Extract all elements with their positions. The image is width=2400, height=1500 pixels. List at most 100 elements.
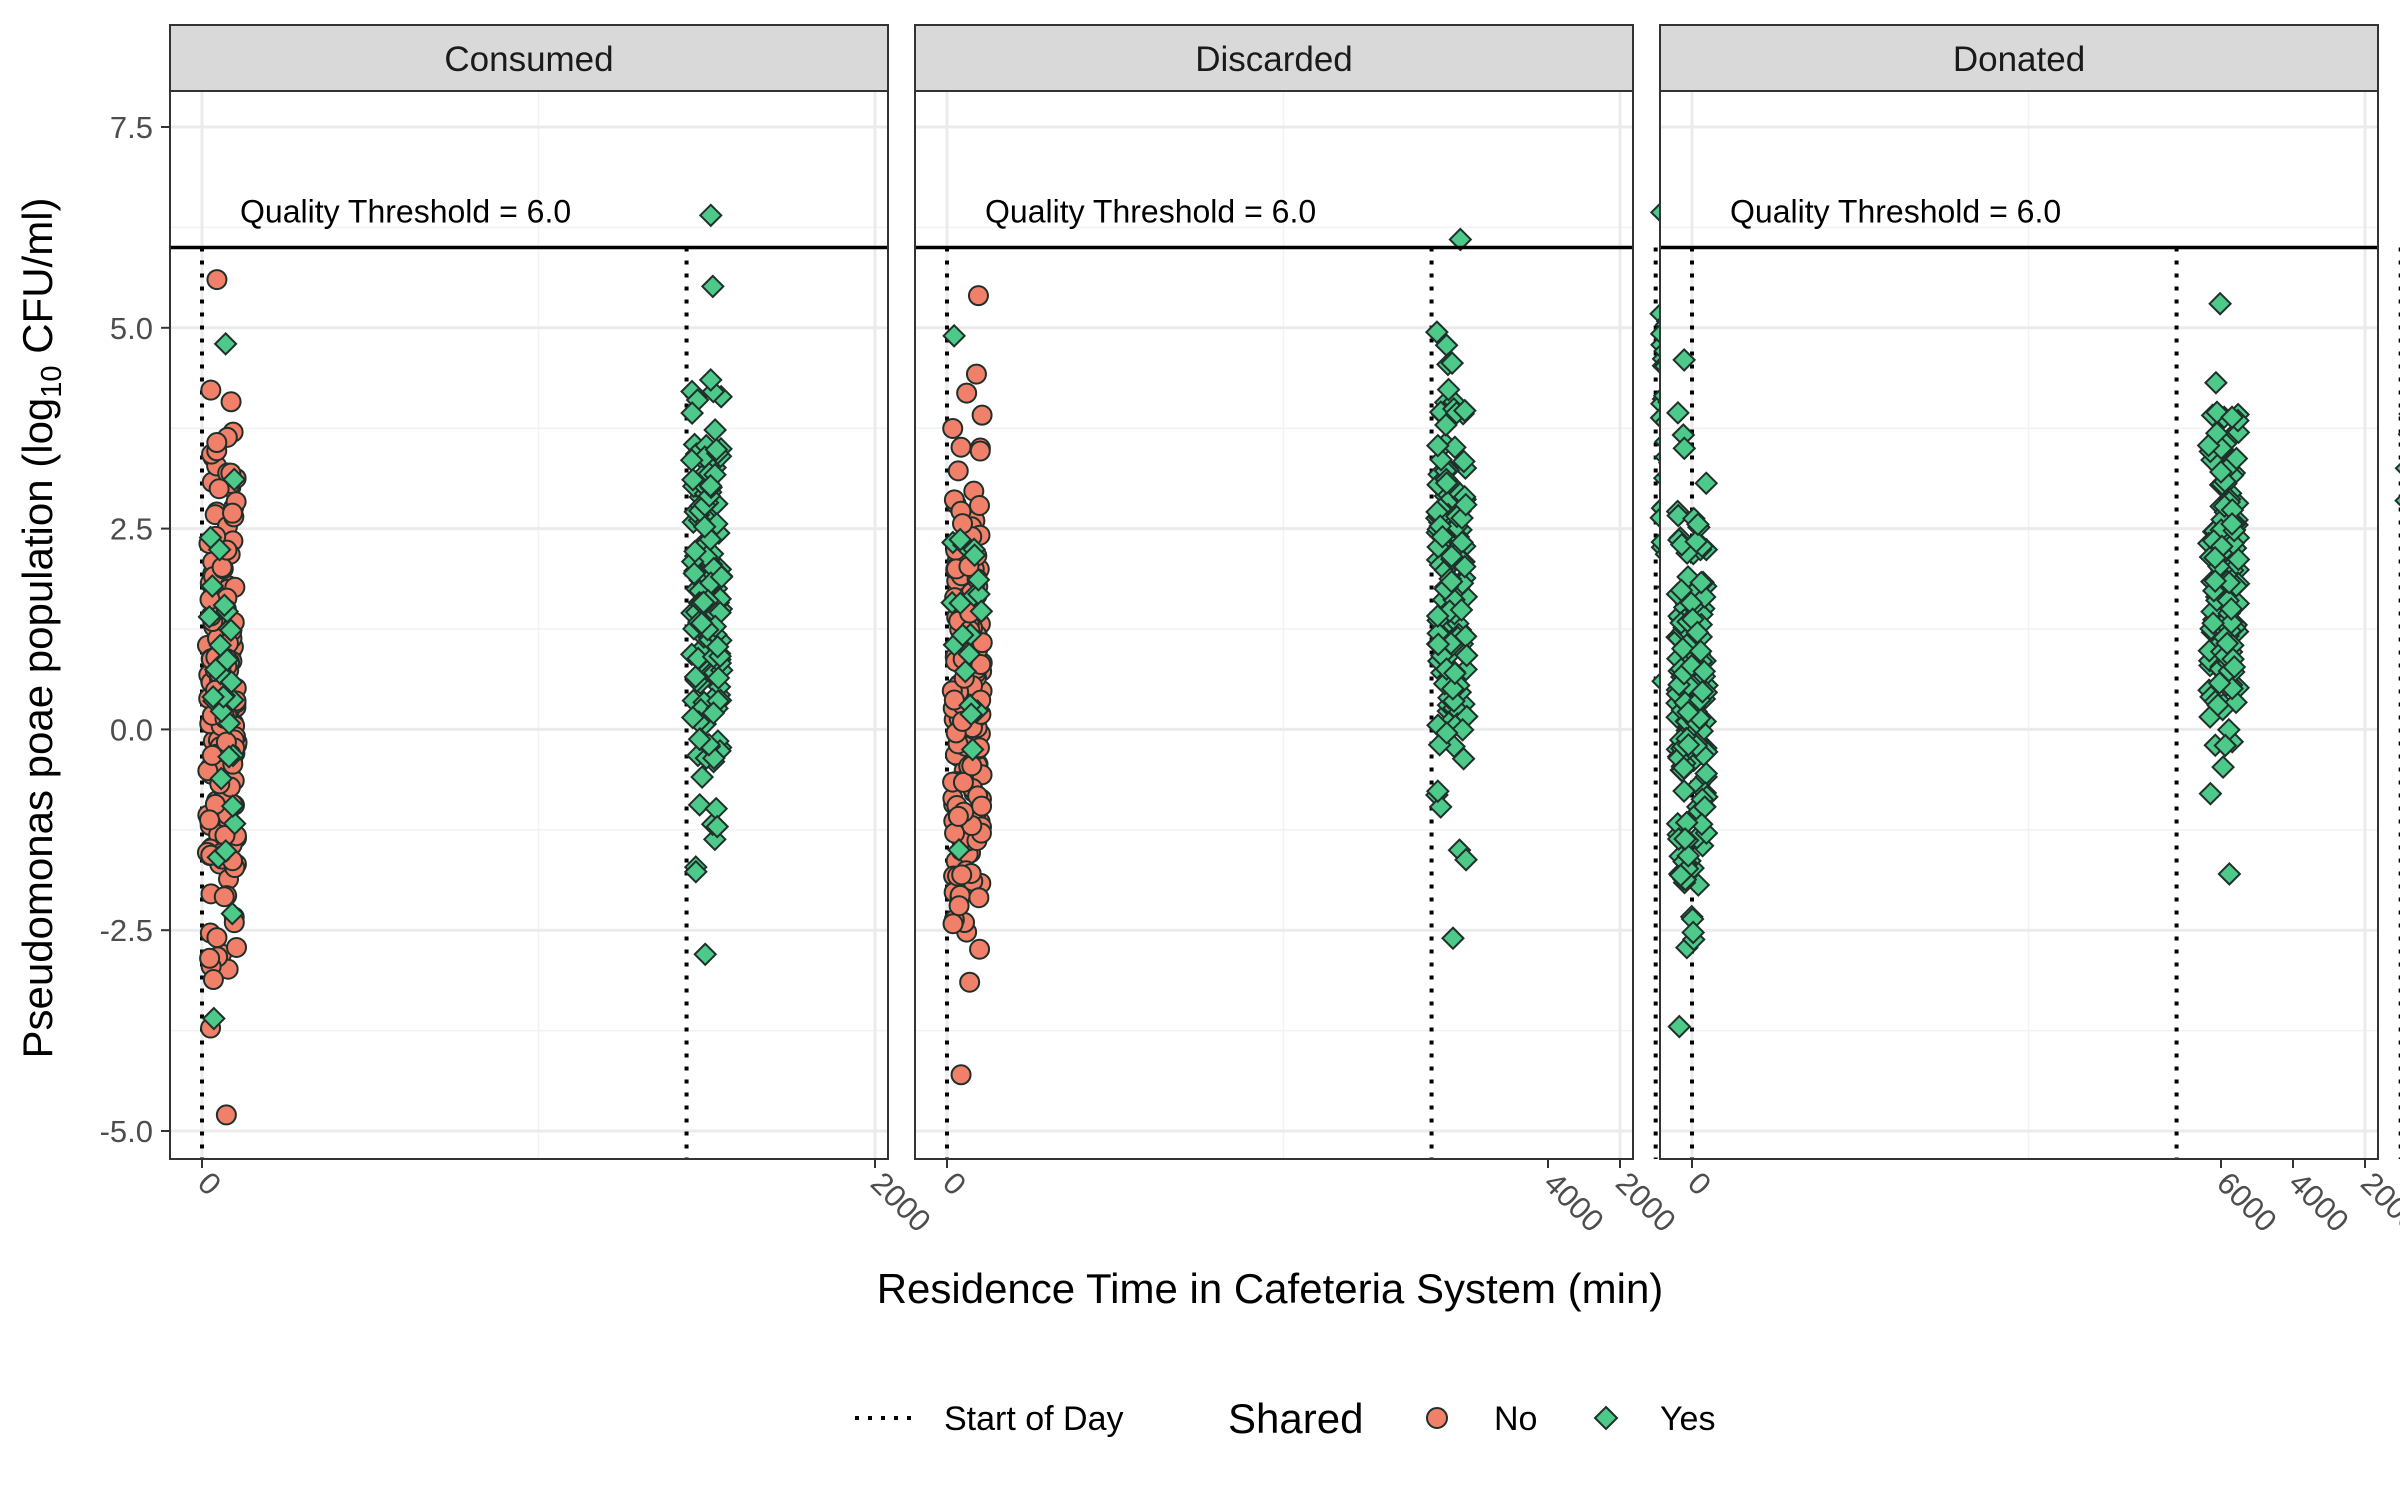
point-no xyxy=(199,947,221,969)
point-no xyxy=(199,809,221,831)
point-yes xyxy=(1450,717,1475,742)
point-yes xyxy=(2208,291,2233,316)
point-yes xyxy=(1452,554,1477,579)
y-tick-label: -5.0 xyxy=(100,1114,153,1149)
point-no xyxy=(942,913,964,935)
facet-label: Donated xyxy=(1953,40,2085,79)
y-axis-title: Pseudomonas poae population (log10 CFU/m… xyxy=(14,197,68,1058)
point-no xyxy=(208,478,230,500)
point-yes xyxy=(705,634,730,659)
point-yes xyxy=(693,942,718,967)
point-yes xyxy=(1452,398,1477,423)
point-no xyxy=(206,927,228,949)
x-tick-label: 4000 xyxy=(1537,1165,1611,1239)
facet-strip xyxy=(169,24,889,92)
point-yes xyxy=(2217,862,2242,886)
point-yes xyxy=(687,727,712,752)
point-yes xyxy=(953,659,978,684)
point-yes xyxy=(1690,679,1715,704)
point-yes xyxy=(957,642,982,667)
panel-border xyxy=(169,90,889,1160)
x-tick-label: 0 xyxy=(191,1165,228,1202)
point-yes xyxy=(1448,227,1473,252)
point-yes xyxy=(698,367,723,392)
point-yes xyxy=(1443,661,1467,686)
point-yes xyxy=(2205,400,2229,425)
point-yes xyxy=(209,766,234,791)
point-yes xyxy=(222,467,247,492)
point-yes xyxy=(698,203,723,228)
point-yes xyxy=(207,537,232,562)
point-yes xyxy=(219,670,244,694)
point-yes xyxy=(1686,512,1710,537)
point-yes xyxy=(2220,511,2244,536)
point-no xyxy=(951,864,973,886)
x-tick-label: 2000 xyxy=(864,1165,938,1239)
point-yes xyxy=(217,744,241,769)
point-yes xyxy=(966,567,991,592)
point-yes xyxy=(1451,449,1476,474)
point-yes xyxy=(1441,926,1465,951)
point-yes xyxy=(701,379,726,404)
point-no xyxy=(211,556,233,578)
point-yes xyxy=(2219,597,2244,621)
point-yes xyxy=(1676,732,1701,757)
point-yes xyxy=(2213,733,2238,758)
point-yes xyxy=(1672,436,1697,461)
point-yes xyxy=(683,539,707,564)
point-yes xyxy=(704,437,729,462)
point-yes xyxy=(2226,547,2251,572)
point-yes xyxy=(960,737,985,762)
point-yes xyxy=(2203,545,2227,570)
series-yes xyxy=(1665,291,2251,1039)
facet-strip xyxy=(1659,24,2379,92)
point-yes xyxy=(948,527,973,552)
point-no xyxy=(202,969,224,991)
point-yes xyxy=(687,792,712,817)
legend-start-of-day-label: Start of Day xyxy=(944,1400,1124,1438)
point-no xyxy=(968,495,990,517)
point-no xyxy=(947,460,969,482)
y-axis-title-main: Pseudomonas poae population (log xyxy=(14,398,61,1059)
point-yes xyxy=(1434,720,1459,745)
point-yes xyxy=(2198,781,2223,806)
point-no xyxy=(967,285,989,307)
point-yes xyxy=(2219,610,2244,635)
point-no xyxy=(950,436,972,458)
point-yes xyxy=(709,564,734,589)
point-yes xyxy=(209,699,234,724)
x-tick-label: 0 xyxy=(936,1165,973,1202)
point-yes xyxy=(1430,524,1455,549)
point-yes xyxy=(701,701,726,725)
point-yes xyxy=(2394,494,2400,507)
legend-no-key xyxy=(1426,1407,1448,1429)
point-yes xyxy=(220,794,245,818)
point-no xyxy=(200,379,222,401)
point-yes xyxy=(969,599,994,624)
point-yes xyxy=(692,514,717,539)
facet-label: Consumed xyxy=(444,40,613,79)
point-no xyxy=(956,382,978,404)
point-yes xyxy=(1665,400,1690,425)
point-yes xyxy=(1688,639,1713,664)
point-yes xyxy=(1668,863,1693,888)
x-axis-title: Residence Time in Cafeteria System (min) xyxy=(877,1265,1664,1312)
point-yes xyxy=(1425,433,1450,458)
point-yes xyxy=(950,623,975,648)
point-no xyxy=(222,502,244,524)
point-yes xyxy=(218,618,243,643)
point-no xyxy=(969,938,991,960)
x-tick-label: 6000 xyxy=(2210,1165,2284,1239)
legend-no-label: No xyxy=(1494,1400,1537,1438)
point-yes xyxy=(2201,611,2226,636)
point-yes xyxy=(947,837,971,862)
point-no xyxy=(215,1104,237,1126)
point-yes xyxy=(1439,569,1464,594)
point-yes xyxy=(1434,471,1459,495)
point-no xyxy=(947,805,969,827)
point-no xyxy=(950,1064,972,1086)
y-tick-label: 0.0 xyxy=(110,712,153,747)
legend: Start of Day Shared No Yes xyxy=(855,1395,1715,1442)
point-yes xyxy=(702,827,727,852)
point-yes xyxy=(2206,693,2230,717)
